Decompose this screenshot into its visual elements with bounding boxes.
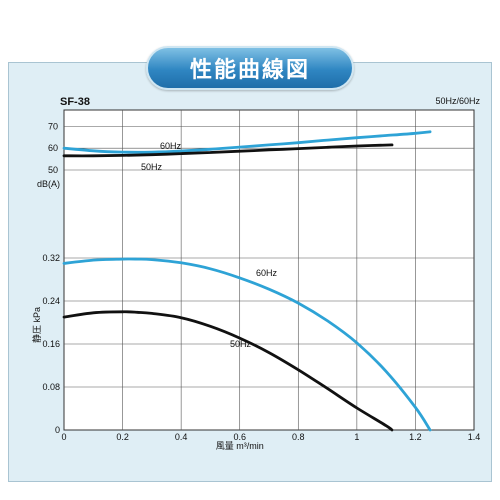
tick-label-x: 0.8 [292,432,305,442]
tick-label-y: 70 [48,121,58,131]
tick-label-y: 60 [48,143,58,153]
series-line-60Hz [62,130,432,154]
tick-label-x: 1 [354,432,359,442]
tick-label-y: 0 [55,425,60,435]
plot-area [63,109,475,431]
page-title: 性能曲線図 [146,46,354,90]
series-label-60hz: 60Hz [160,141,182,151]
series-label-50hz: 50Hz [230,339,252,349]
series-line-50Hz [62,143,394,158]
series-line-50Hz [62,310,394,432]
tick-label-y: 0.08 [42,382,60,392]
tick-label-y: 50 [48,165,58,175]
axis-label-y: dB(A) [37,179,60,189]
tick-label-x: 1.2 [409,432,422,442]
series-line-60Hz [62,257,432,432]
series-label-60hz: 60Hz [256,268,278,278]
model-label: SF-38 [60,96,90,108]
tick-label-x: 1.4 [468,432,481,442]
tick-label-x: 0.2 [116,432,129,442]
axis-label-y: 静圧 kPa [31,307,42,343]
frequency-note: 50Hz/60Hz [435,96,480,106]
axis-label-x: 風量 m³/min [216,441,264,451]
tick-label-x: 0.6 [233,432,246,442]
tick-label-y: 0.24 [42,296,60,306]
tick-label-x: 0.4 [175,432,188,442]
tick-label-x: 0 [61,432,66,442]
tick-label-y: 0.16 [42,339,60,349]
series-label-50hz: 50Hz [141,162,163,172]
tick-label-y: 0.32 [42,253,60,263]
